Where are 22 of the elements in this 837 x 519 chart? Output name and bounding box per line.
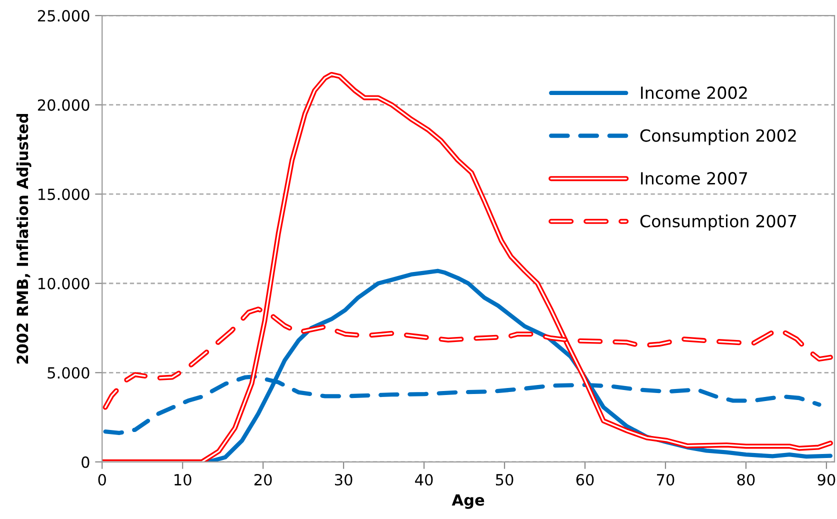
x-tick-label: 40: [415, 474, 433, 486]
x-tick-label: 50: [496, 474, 514, 486]
x-tick-label: 60: [576, 474, 594, 486]
y-axis-title: 2002 RMB, Inflation Adjusted: [16, 114, 32, 364]
legend-label: Consumption 2007: [640, 214, 796, 231]
y-tick-label: 20.000: [38, 99, 90, 111]
y-tick-label: 15.000: [38, 188, 90, 200]
x-tick-label: 10: [174, 474, 192, 486]
x-tick-label: 20: [254, 474, 272, 486]
x-tick-label: 0: [98, 474, 106, 486]
x-tick-label: 30: [335, 474, 352, 486]
x-tick-label: 70: [657, 474, 674, 486]
legend-label: Income 2002: [641, 86, 747, 100]
x-axis-title: Age: [452, 494, 484, 509]
x-tick-label: 80: [737, 474, 755, 486]
legend-label: Consumption 2002: [640, 128, 796, 146]
x-tick-label: 90: [818, 474, 836, 486]
y-tick-label: 0: [82, 456, 90, 468]
legend-label: Income 2007: [641, 172, 748, 185]
y-tick-label: 25.000: [38, 10, 90, 22]
y-tick-label: 5.000: [48, 367, 90, 379]
y-tick-label: 10.000: [38, 278, 90, 290]
